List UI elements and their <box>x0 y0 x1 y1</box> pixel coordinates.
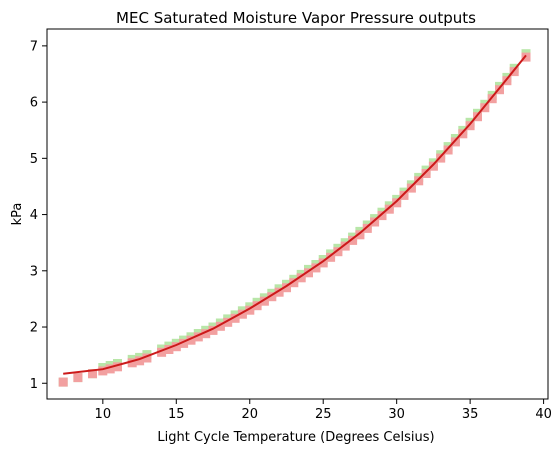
y-tick-label: 5 <box>30 152 38 167</box>
fit-line <box>63 55 526 373</box>
y-tick-label: 3 <box>30 264 38 279</box>
x-tick-label: 25 <box>315 407 332 422</box>
plot-markers <box>59 49 531 386</box>
x-axis-ticks: 10 15 20 25 30 35 40 <box>95 399 552 422</box>
x-axis-label: Light Cycle Temperature (Degrees Celsius… <box>157 430 434 445</box>
x-tick-label: 15 <box>168 407 185 422</box>
x-tick-label: 40 <box>535 407 552 422</box>
x-tick-label: 35 <box>462 407 479 422</box>
chart-title: MEC Saturated Moisture Vapor Pressure ou… <box>116 9 476 27</box>
scatter-point-series-2 <box>59 378 68 387</box>
y-tick-label: 6 <box>30 96 38 111</box>
x-tick-label: 20 <box>241 407 258 422</box>
y-tick-label: 2 <box>30 321 38 336</box>
plot-lines <box>63 55 526 373</box>
y-tick-label: 4 <box>30 208 38 223</box>
y-tick-label: 1 <box>30 377 38 392</box>
x-tick-label: 10 <box>95 407 112 422</box>
scatter-point-series-2 <box>73 373 82 382</box>
y-tick-label: 7 <box>30 39 38 54</box>
y-axis-ticks: 1 2 3 4 5 6 7 <box>30 39 47 391</box>
plot-frame <box>47 29 548 399</box>
x-tick-label: 30 <box>388 407 405 422</box>
y-axis-label: kPa <box>10 203 25 226</box>
